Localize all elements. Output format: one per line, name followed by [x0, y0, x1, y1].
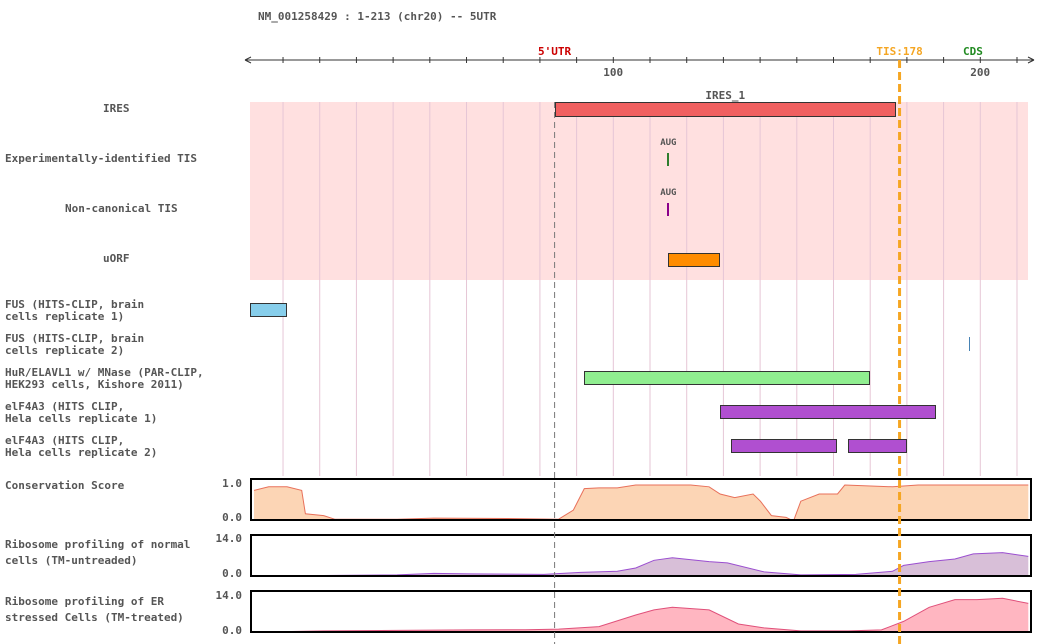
exp-tis-site-label: AUG	[660, 138, 677, 148]
label-noncanonical-tis: Non-canonical TIS	[65, 202, 178, 215]
label-eif4a3-rep2: elF4A3 (HITS CLIP, Hela cells replicate …	[5, 434, 158, 459]
noncanonical-tis-site-label: AUG	[660, 188, 677, 198]
ribo-er-signal-line	[291, 597, 1029, 631]
ires-feature[interactable]	[554, 102, 896, 117]
label-fus-rep1: FUS (HITS-CLIP, brain cells replicate 1)	[5, 298, 145, 323]
label-ires: IRES	[103, 102, 130, 115]
uorf-feature[interactable]	[668, 253, 720, 267]
label-eif4a3-rep1: elF4A3 (HITS CLIP, Hela cells replicate …	[5, 400, 158, 425]
marker-label: 5'UTR	[538, 45, 572, 58]
ribo-normal-max: 14.0	[215, 532, 243, 545]
label-ribo-er: Ribosome profiling of ER stressed Cells …	[5, 595, 184, 624]
label-ribo-normal: Ribosome profiling of normal cells (TM-u…	[5, 538, 191, 567]
ribo-normal-track	[250, 534, 1032, 577]
label-hur: HuR/ELAVL1 w/ MNase (PAR-CLIP, HEK293 ce…	[5, 366, 204, 391]
conservation-min: 0.0	[222, 511, 242, 524]
noncanonical-tis-site-mark[interactable]	[667, 203, 670, 216]
marker-label: CDS	[963, 45, 983, 58]
axis-arrow-right	[1027, 56, 1035, 64]
label-uorf: uORF	[103, 252, 130, 265]
conservation-track	[250, 478, 1032, 521]
ribo-normal-min: 0.0	[222, 567, 242, 580]
ribo-er-min: 0.0	[222, 624, 242, 637]
ribo-er-track	[250, 590, 1032, 633]
eif4a3-rep2-peak[interactable]	[848, 439, 907, 453]
annotation-band	[250, 102, 1028, 280]
axis-tick-label: 100	[603, 66, 624, 79]
ribo-er-signal-area	[318, 598, 1029, 631]
ires-feature-label: IRES_1	[705, 89, 746, 102]
axis-arrow-left	[244, 56, 252, 64]
hur-peak[interactable]	[583, 371, 871, 385]
conservation-signal-area	[254, 485, 1029, 519]
label-conservation: Conservation Score	[5, 479, 125, 492]
ribo-er-max: 14.0	[215, 589, 243, 602]
axis-tick-label: 200	[970, 66, 991, 79]
conservation-max: 1.0	[222, 477, 242, 490]
transcript-header: NM_001258429 : 1-213 (chr20) -- 5UTR	[258, 10, 497, 23]
ribo-normal-signal-line	[323, 552, 1029, 575]
fus-rep1-peak[interactable]	[250, 303, 287, 317]
eif4a3-rep1-peak[interactable]	[719, 405, 937, 419]
marker-label: TIS:178	[876, 45, 923, 58]
ribo-normal-signal-area	[384, 552, 1029, 575]
conservation-signal-line	[253, 484, 1029, 519]
label-fus-rep2: FUS (HITS-CLIP, brain cells replicate 2)	[5, 332, 145, 357]
exp-tis-site-mark[interactable]	[667, 153, 670, 166]
label-exp-tis: Experimentally-identified TIS	[5, 152, 198, 165]
eif4a3-rep2-peak[interactable]	[730, 439, 838, 453]
fus-rep2-peak[interactable]	[969, 337, 971, 351]
